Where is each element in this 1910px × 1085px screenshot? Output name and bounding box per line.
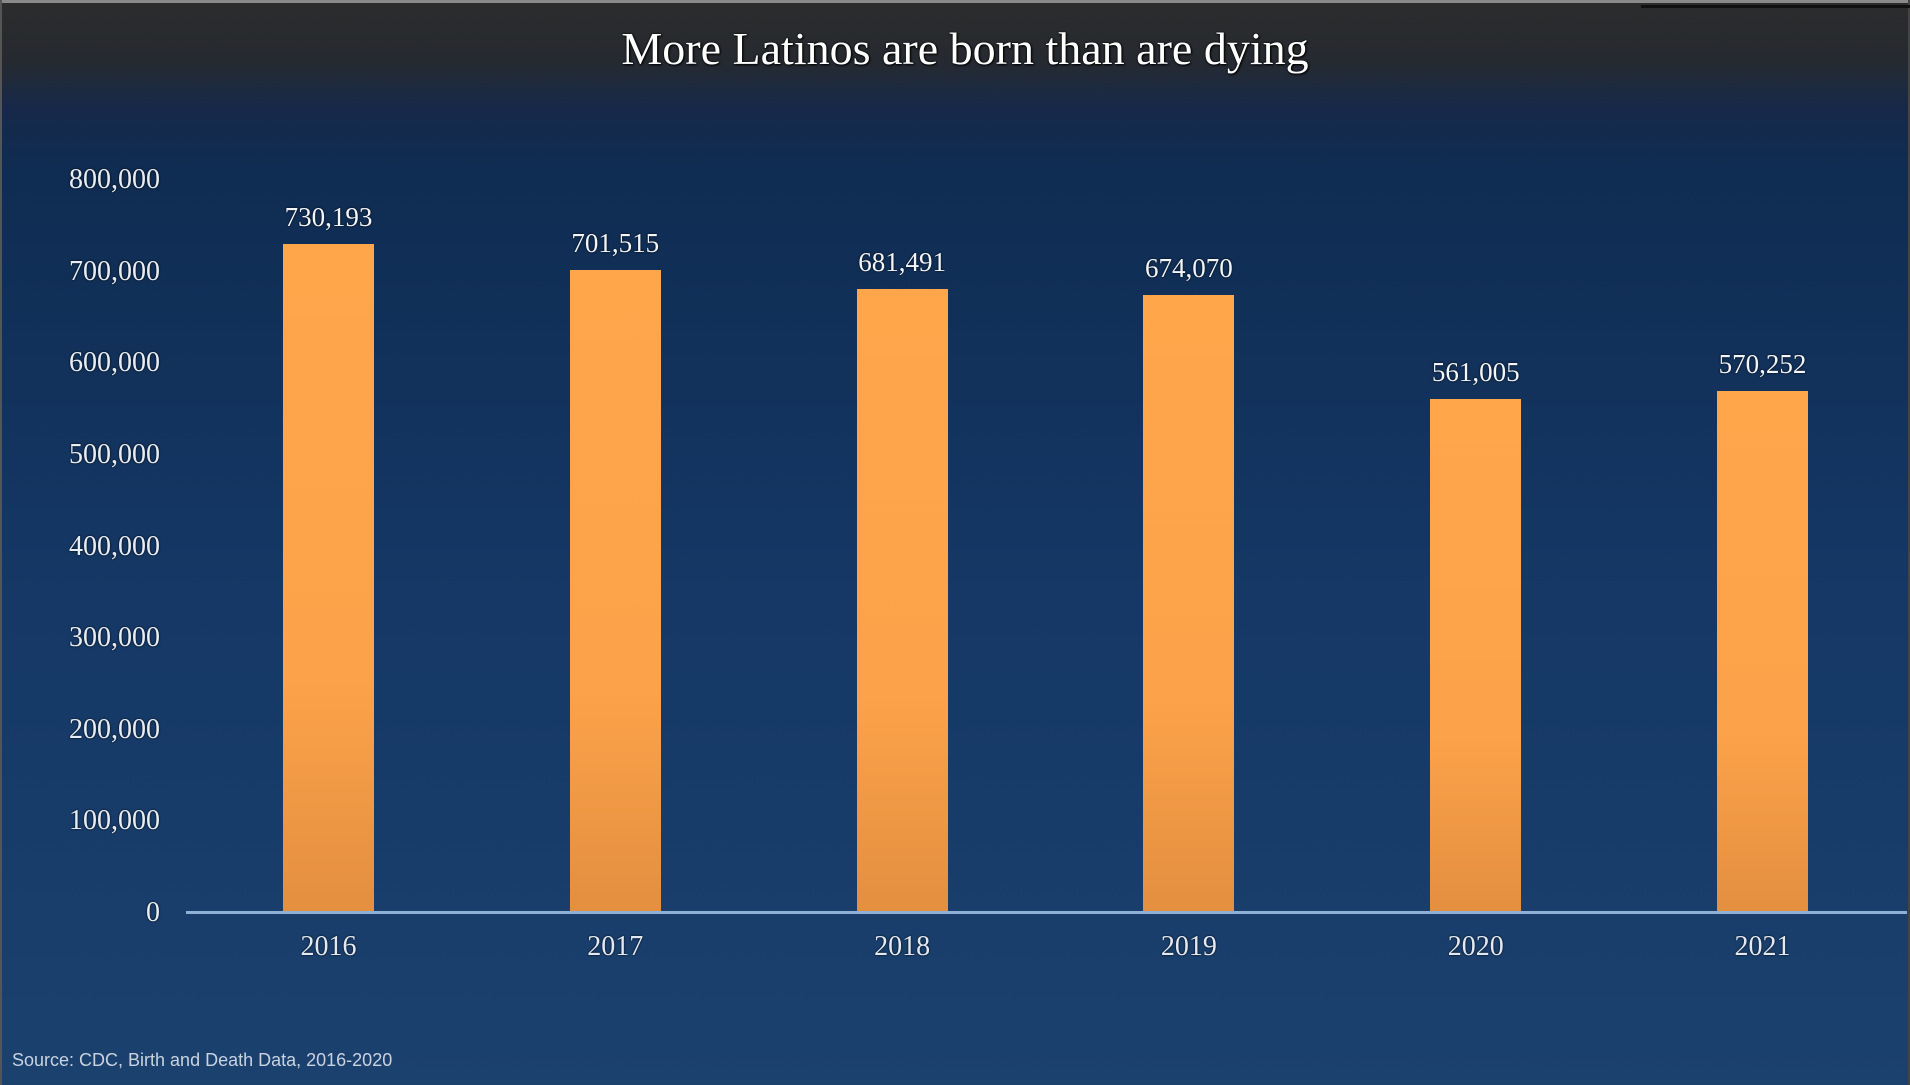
bar-2016 [283, 243, 374, 913]
bar-2017 [569, 270, 661, 913]
bar-value-label: 561,005 [1431, 356, 1520, 387]
x-tick-label: 2020 [1447, 931, 1504, 962]
frame-right-border [1908, 0, 1910, 1085]
bar-value-label: 674,070 [1145, 253, 1233, 284]
x-tick-label: 2017 [587, 931, 644, 962]
bar-2018 [856, 288, 948, 913]
y-tick-label: 800,000 [69, 164, 160, 195]
x-tick-label: 2021 [1734, 931, 1791, 962]
frame-top-border [0, 0, 1910, 3]
y-tick-label: 100,000 [69, 805, 160, 837]
bar-2020 [1430, 398, 1522, 913]
bar-value-label: 681,491 [858, 246, 946, 277]
x-tick-label: 2016 [300, 931, 357, 962]
y-tick-label: 500,000 [69, 438, 160, 470]
bar-value-label: 701,515 [571, 228, 660, 259]
y-tick-label: 400,000 [69, 530, 160, 562]
y-tick-label: 600,000 [69, 347, 160, 379]
y-tick-label: 0 [146, 897, 160, 928]
source-note: Source: CDC, Birth and Death Data, 2016-… [12, 1050, 393, 1070]
bar-2019 [1143, 295, 1235, 913]
bar-value-label: 730,193 [284, 201, 373, 232]
y-tick-label: 700,000 [69, 255, 160, 287]
y-tick-label: 300,000 [69, 622, 160, 654]
y-tick-label: 200,000 [69, 713, 160, 745]
top-right-line [1641, 5, 1910, 8]
x-axis-line [186, 911, 1907, 914]
frame-left-border [0, 0, 2, 1085]
bar-value-label: 570,252 [1718, 348, 1807, 379]
bar-2021 [1717, 390, 1808, 913]
x-tick-label: 2019 [1160, 931, 1217, 962]
x-tick-label: 2018 [874, 931, 931, 962]
chart-title: More Latinos are born than are dying [621, 23, 1309, 74]
